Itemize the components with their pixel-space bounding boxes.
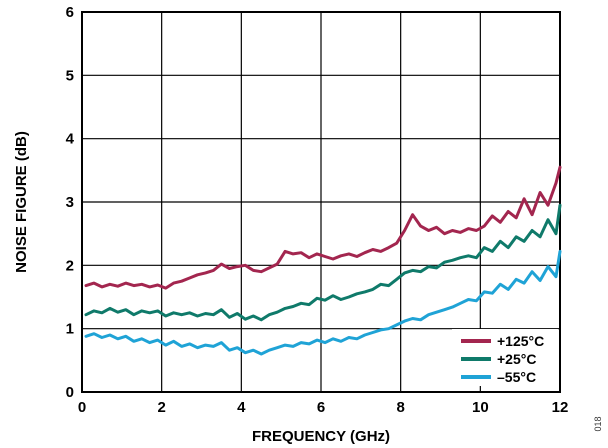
series-line (84, 203, 562, 322)
x-tick-label: 2 (157, 399, 165, 416)
x-tick-label: 8 (396, 399, 404, 416)
y-axis-label: NOISE FIGURE (dB) (13, 131, 30, 273)
legend-label: +125°C (497, 333, 544, 349)
series-line (84, 165, 562, 290)
x-tick-label: 4 (237, 399, 246, 416)
y-tick-label: 4 (66, 131, 75, 148)
series-line (84, 249, 562, 356)
grid-lines (82, 12, 560, 392)
x-tick-labels: 0 2 4 6 8 10 12 (78, 399, 569, 416)
x-tick-label: 6 (317, 399, 325, 416)
y-tick-label: 3 (66, 194, 74, 211)
x-tick-label: 12 (552, 399, 569, 416)
series-group (84, 165, 562, 356)
legend-label: +25°C (497, 351, 536, 367)
y-tick-label: 0 (66, 384, 74, 401)
legend-label: –55°C (497, 369, 536, 385)
x-tick-label: 10 (472, 399, 489, 416)
y-tick-label: 5 (66, 67, 74, 84)
legend: +125°C +25°C –55°C (461, 333, 544, 385)
figure-id: 018 (593, 416, 603, 431)
y-tick-label: 1 (66, 321, 74, 338)
x-tick-label: 0 (78, 399, 86, 416)
x-axis-label: FREQUENCY (GHz) (252, 428, 390, 445)
plot-frame (81, 11, 561, 393)
y-tick-labels: 0 1 2 3 4 5 6 (66, 4, 75, 401)
y-tick-label: 2 (66, 257, 74, 274)
y-tick-label: 6 (66, 4, 74, 21)
